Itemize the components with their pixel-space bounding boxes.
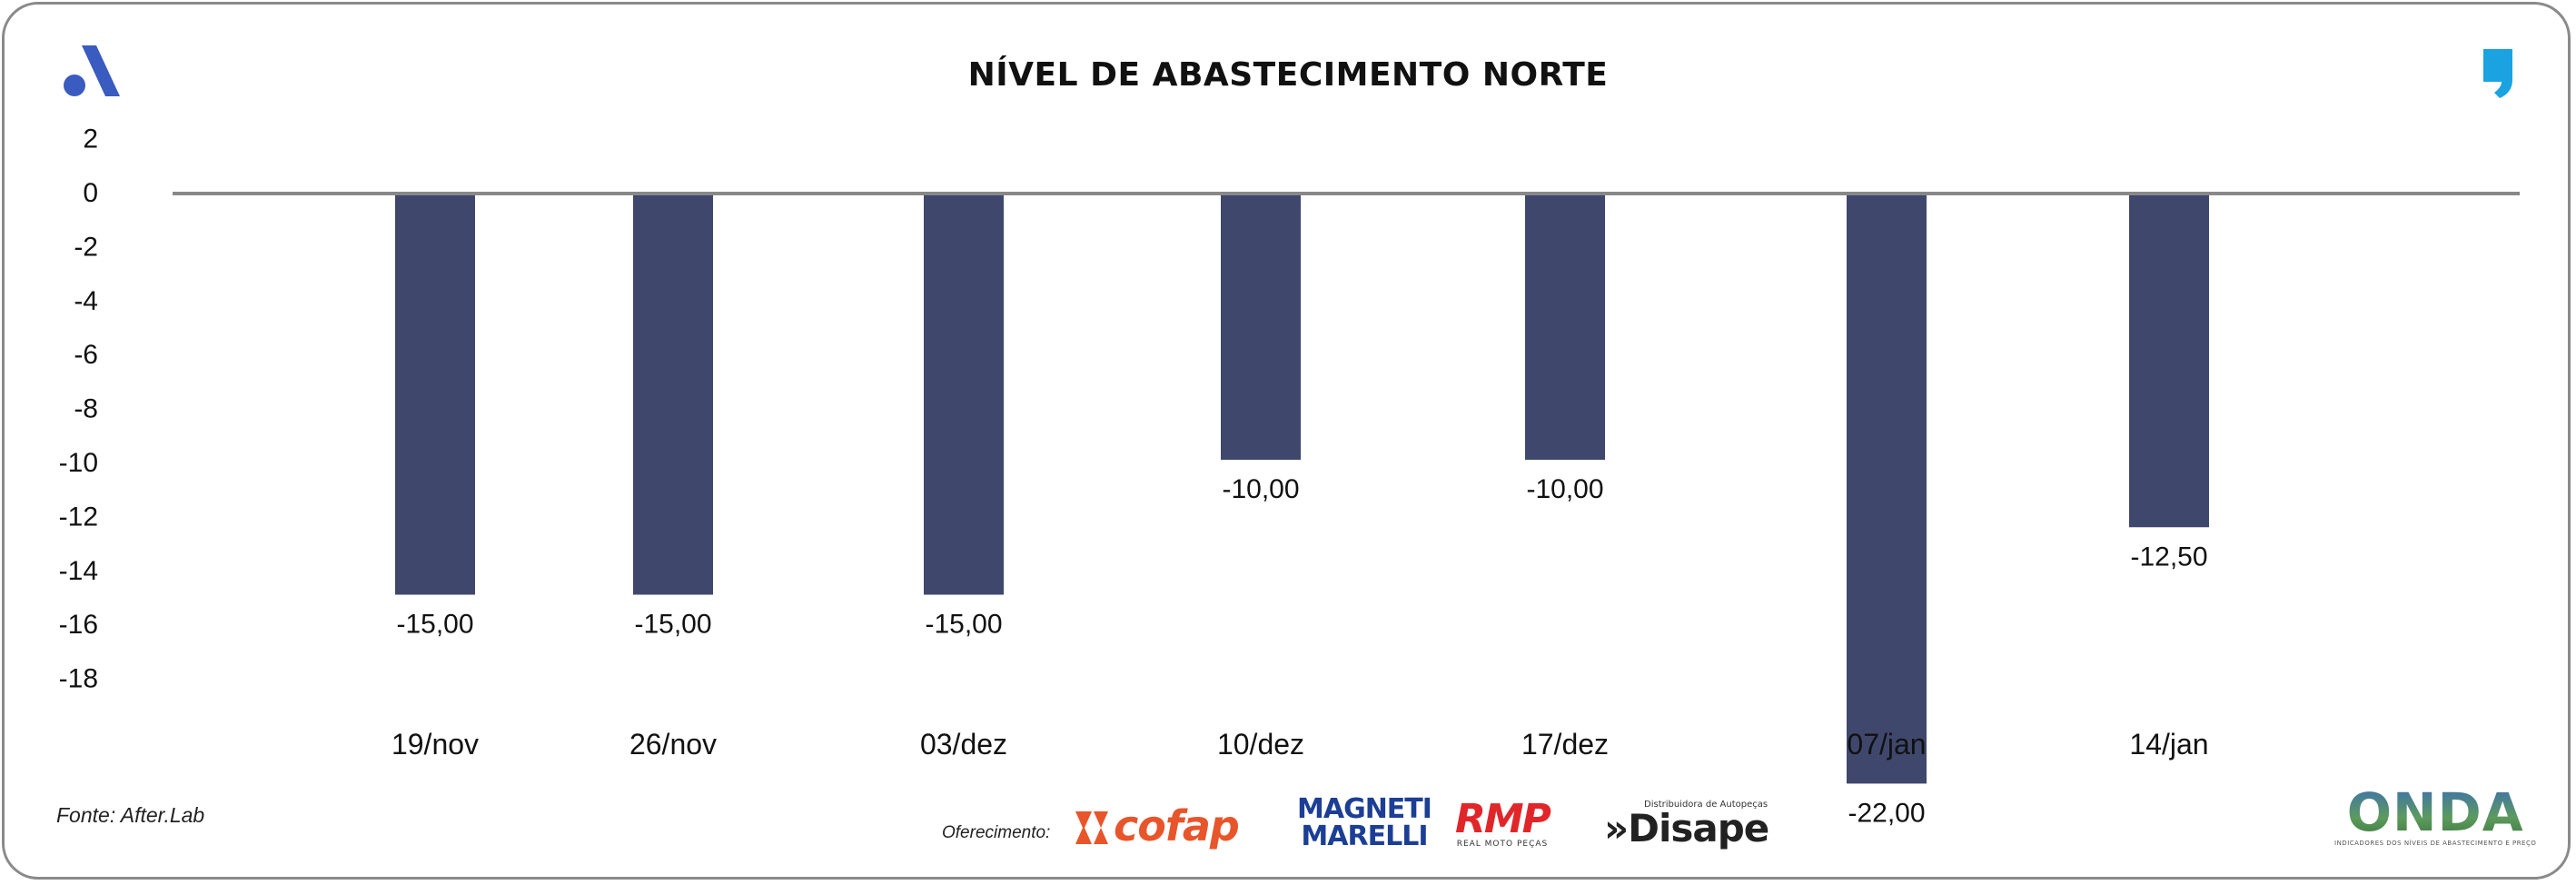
- y-tick-label: -10: [59, 448, 98, 478]
- bar-value-label: -10,00: [1526, 474, 1603, 504]
- source-text: Fonte: After.Lab: [56, 803, 205, 827]
- bar-value-label: -12,50: [2130, 542, 2207, 572]
- bar: [395, 195, 475, 595]
- chart-title: NÍVEL DE ABASTECIMENTO NORTE: [967, 56, 1609, 94]
- bar: [924, 195, 1004, 595]
- y-tick-label: -16: [59, 610, 98, 640]
- x-category-label: 03/dez: [920, 728, 1007, 761]
- quote-mark-icon: [2482, 47, 2514, 104]
- brand-a-logo-icon: [62, 40, 122, 104]
- magneti-marelli-logo: MAGNETI MARELLI: [1297, 796, 1432, 850]
- bar: [1221, 195, 1301, 460]
- bar: [2129, 195, 2209, 528]
- bar: [633, 195, 713, 595]
- y-tick-label: -8: [74, 394, 98, 424]
- magneti-line2: MARELLI: [1301, 820, 1428, 852]
- bar: [1525, 195, 1605, 460]
- x-category-label: 10/dez: [1217, 728, 1304, 761]
- y-tick-label: -12: [59, 502, 98, 532]
- y-tick-label: 0: [83, 178, 98, 208]
- sponsor-label: Oferecimento:: [942, 823, 1051, 842]
- bar-value-label: -15,00: [634, 610, 711, 640]
- bar-value-label: -10,00: [1222, 474, 1299, 504]
- y-tick-label: -18: [59, 664, 98, 694]
- x-category-label: 26/nov: [629, 728, 717, 761]
- onda-logo: ONDA INDICADORES DOS NÍVEIS DE ABASTECIM…: [2334, 785, 2536, 847]
- disape-logo: Distribuidora de Autopeças »Disape: [1604, 800, 1769, 848]
- x-category-label: 19/nov: [391, 728, 479, 761]
- x-category-label: 07/jan: [1847, 728, 1926, 761]
- cofap-mark-icon: [1072, 807, 1110, 844]
- bar-value-label: -15,00: [925, 610, 1002, 640]
- x-category-label: 14/jan: [2129, 728, 2208, 761]
- magneti-line1: MAGNETI: [1297, 793, 1432, 825]
- disape-subtext: Distribuidora de Autopeças: [1644, 800, 1769, 810]
- bar-value-label: -22,00: [1848, 798, 1925, 828]
- y-tick-label: -14: [59, 556, 98, 586]
- onda-logo-text: ONDA: [2334, 785, 2536, 840]
- y-tick-label: -4: [74, 286, 98, 316]
- bar: [1847, 195, 1927, 784]
- rmp-logo-text: RMP: [1455, 796, 1551, 842]
- rmp-logo: RMP REAL MOTO PEÇAS: [1455, 796, 1551, 850]
- bar-value-label: -15,00: [396, 610, 473, 640]
- y-tick-label: 2: [83, 124, 98, 154]
- disape-logo-text: »Disape: [1604, 806, 1769, 850]
- cofap-logo: cofap: [1072, 801, 1240, 850]
- cofap-logo-text: cofap: [1114, 801, 1240, 850]
- y-tick-label: -2: [74, 232, 98, 262]
- x-category-label: 17/dez: [1521, 728, 1609, 761]
- y-tick-label: -6: [74, 340, 98, 370]
- onda-tagline: INDICADORES DOS NÍVEIS DE ABASTECIMENTO …: [2334, 840, 2537, 847]
- rmp-subtext: REAL MOTO PEÇAS: [1456, 840, 1549, 849]
